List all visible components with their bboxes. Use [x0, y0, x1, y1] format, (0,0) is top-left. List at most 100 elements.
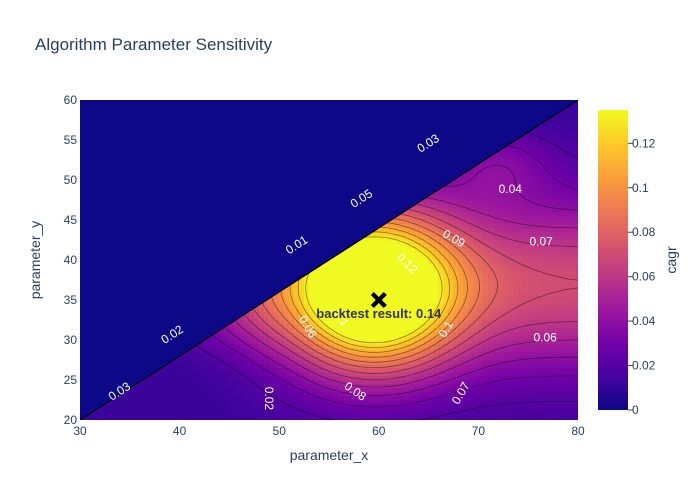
heatmap-cell [263, 363, 270, 369]
heatmap-cell [373, 351, 380, 357]
heatmap-cell [358, 407, 365, 413]
heatmap-cell [373, 231, 380, 237]
heatmap-cell [293, 383, 300, 389]
heatmap-cell [313, 299, 320, 305]
heatmap-cell [323, 331, 330, 337]
heatmap-cell [214, 371, 220, 377]
heatmap-cell [214, 339, 220, 345]
heatmap-cell [263, 387, 270, 393]
heatmap-cell [283, 411, 290, 417]
heatmap-cell [258, 311, 265, 317]
heatmap-cell [363, 311, 370, 317]
heatmap-cell [358, 299, 365, 305]
heatmap-cell [204, 363, 210, 369]
heatmap-cell [258, 355, 265, 361]
heatmap-cell [353, 291, 360, 297]
heatmap-cell [383, 279, 390, 285]
heatmap-cell [164, 411, 170, 417]
heatmap-cell [254, 379, 260, 385]
heatmap-cell [239, 323, 245, 329]
heatmap-cell [348, 351, 355, 357]
heatmap-cell [383, 367, 390, 373]
heatmap-cell [373, 335, 380, 341]
heatmap-cell [368, 335, 375, 341]
heatmap-cell [288, 403, 295, 409]
heatmap-cell [363, 239, 370, 245]
heatmap-cell [169, 395, 175, 401]
heatmap-cell [239, 399, 245, 405]
heatmap-cell [278, 391, 285, 397]
heatmap-cell [328, 275, 335, 281]
heatmap-cell [293, 323, 300, 329]
heatmap-cell [169, 367, 175, 373]
heatmap-cell [353, 303, 360, 309]
heatmap-cell [199, 347, 205, 353]
heatmap-cell [254, 351, 260, 357]
heatmap-cell [358, 411, 365, 417]
heatmap-cell [373, 327, 380, 333]
heatmap-cell [358, 387, 365, 393]
heatmap-cell [239, 411, 245, 417]
heatmap-cell [254, 363, 260, 369]
heatmap-cell [333, 379, 340, 385]
heatmap-cell [353, 375, 360, 381]
heatmap-cell [368, 247, 375, 253]
heatmap-cell [348, 375, 355, 381]
heatmap-cell [214, 375, 220, 381]
heatmap-cell [174, 363, 180, 369]
heatmap-cell [204, 371, 210, 377]
heatmap-cell [348, 251, 355, 257]
heatmap-cell [199, 371, 205, 377]
heatmap-cell [224, 379, 230, 385]
heatmap-cell [134, 411, 141, 417]
heatmap-cell [249, 335, 255, 341]
heatmap-cell [199, 367, 205, 373]
heatmap-cell [199, 411, 205, 417]
heatmap-cell [224, 355, 230, 361]
heatmap-cell [254, 371, 260, 377]
heatmap-cell [333, 319, 340, 325]
heatmap-cell [234, 319, 240, 325]
heatmap-cell [373, 339, 380, 345]
heatmap-cell [343, 403, 350, 409]
heatmap-cell [174, 383, 180, 389]
heatmap-cell [283, 359, 290, 365]
heatmap-cell [288, 343, 295, 349]
heatmap-cell [308, 403, 315, 409]
heatmap-cell [308, 379, 315, 385]
heatmap-cell [249, 387, 255, 393]
heatmap-cell [199, 403, 205, 409]
heatmap-cell [184, 391, 190, 397]
heatmap-cell [383, 243, 390, 249]
heatmap-cell [144, 415, 151, 420]
heatmap-cell [283, 367, 290, 373]
heatmap-cell [189, 411, 195, 417]
heatmap-cell [343, 407, 350, 413]
heatmap-cell [263, 307, 270, 313]
heatmap-cell [328, 367, 335, 373]
heatmap-cell [278, 399, 285, 405]
heatmap-cell [219, 335, 225, 341]
heatmap-cell [333, 335, 340, 341]
heatmap-cell [239, 383, 245, 389]
heatmap-cell [204, 355, 210, 361]
heatmap-cell [258, 387, 265, 393]
heatmap-cell [383, 339, 390, 345]
heatmap-cell [229, 411, 235, 417]
heatmap-cell [353, 355, 360, 361]
heatmap-cell [343, 383, 350, 389]
heatmap-cell [368, 351, 375, 357]
heatmap-cell [258, 403, 265, 409]
heatmap-cell [104, 403, 111, 409]
heatmap-cell [149, 415, 155, 420]
heatmap-cell [383, 395, 390, 401]
heatmap-cell [263, 299, 270, 305]
heatmap-cell [184, 415, 190, 420]
heatmap-cell [383, 247, 390, 253]
heatmap-cell [313, 319, 320, 325]
heatmap-cell [254, 331, 260, 337]
heatmap-cell [373, 387, 380, 393]
heatmap-cell [288, 407, 295, 413]
heatmap-cell [323, 279, 330, 285]
heatmap-cell [378, 343, 385, 349]
